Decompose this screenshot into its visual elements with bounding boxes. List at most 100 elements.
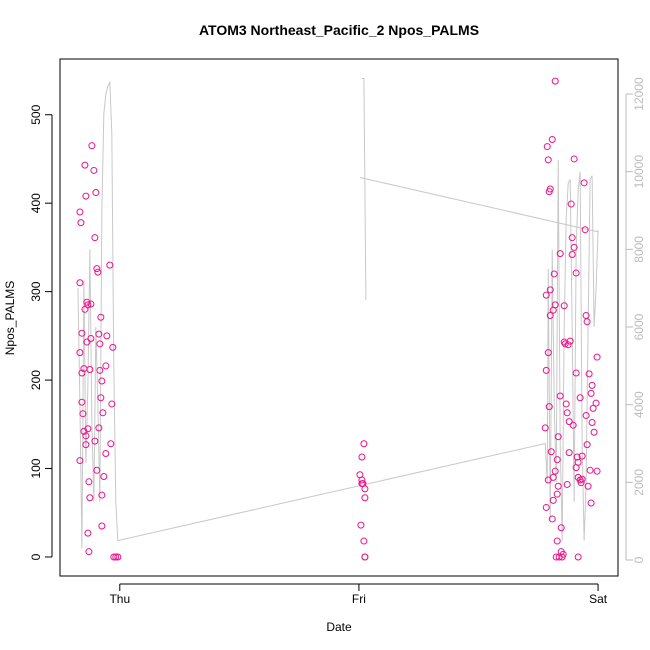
point	[90, 166, 98, 174]
point	[574, 458, 582, 466]
point	[583, 318, 591, 326]
point	[559, 550, 567, 558]
point	[86, 365, 94, 373]
point	[556, 392, 564, 400]
point	[587, 499, 595, 507]
point	[554, 482, 562, 490]
point	[553, 490, 561, 498]
point	[542, 503, 550, 511]
point	[560, 302, 568, 310]
point	[114, 553, 122, 561]
point	[85, 548, 93, 556]
point	[87, 300, 95, 308]
point	[98, 377, 106, 385]
point	[589, 404, 597, 412]
point	[566, 337, 574, 345]
point	[79, 410, 87, 418]
point	[551, 77, 559, 85]
point	[542, 366, 550, 374]
point	[84, 529, 92, 537]
y-tick-label: 300	[29, 281, 43, 301]
point	[548, 135, 556, 143]
point	[586, 466, 594, 474]
point	[541, 424, 549, 432]
point	[361, 553, 369, 561]
point	[93, 265, 101, 273]
point	[584, 482, 592, 490]
x-tick-label: Thu	[109, 592, 130, 606]
y-tick-label: 400	[29, 193, 43, 213]
point	[358, 476, 366, 484]
point	[542, 291, 550, 299]
point	[554, 433, 562, 441]
point	[84, 425, 92, 433]
point	[100, 472, 108, 480]
point	[588, 381, 596, 389]
point	[96, 340, 104, 348]
point	[102, 449, 110, 457]
point	[85, 478, 93, 486]
y2-tick-label: 0	[632, 556, 646, 563]
point	[583, 441, 591, 449]
point	[106, 261, 114, 269]
y2-tick-label: 8000	[632, 236, 646, 263]
point	[544, 156, 552, 164]
point	[544, 349, 552, 357]
point	[94, 268, 102, 276]
point	[360, 440, 368, 448]
point	[553, 537, 561, 545]
point	[557, 524, 565, 532]
point	[593, 353, 601, 361]
point	[358, 480, 366, 488]
y2-tick-label: 12000	[632, 77, 646, 111]
point	[95, 424, 103, 432]
point	[108, 400, 116, 408]
point	[99, 409, 107, 417]
point	[551, 467, 559, 475]
point	[570, 155, 578, 163]
point	[87, 335, 95, 343]
point	[581, 226, 589, 234]
point	[569, 421, 577, 429]
point	[556, 250, 564, 258]
point	[592, 399, 600, 407]
y2-tick-label: 6000	[632, 313, 646, 340]
point	[82, 441, 90, 449]
point	[112, 553, 120, 561]
point	[548, 515, 556, 523]
point	[88, 142, 96, 150]
y-tick-label: 200	[29, 370, 43, 390]
point	[358, 453, 366, 461]
point	[545, 403, 553, 411]
plot-frame	[59, 58, 619, 577]
point	[572, 369, 580, 377]
point	[361, 494, 369, 502]
point	[95, 330, 103, 338]
point	[563, 480, 571, 488]
point	[553, 456, 561, 464]
point	[582, 411, 590, 419]
point	[97, 394, 105, 402]
point	[565, 418, 573, 426]
point	[76, 279, 84, 287]
point	[91, 234, 99, 242]
y2-tick-label: 10000	[632, 155, 646, 189]
point	[93, 466, 101, 474]
point	[81, 161, 89, 169]
point	[593, 467, 601, 475]
point	[577, 479, 585, 487]
chart-title: ATOM3 Northeast_Pacific_2 Npos_PALMS	[199, 22, 479, 38]
x-tick-label: Fri	[352, 592, 366, 606]
point	[572, 269, 580, 277]
point	[84, 301, 92, 309]
x-tick-label: Sat	[589, 592, 608, 606]
point	[576, 394, 584, 402]
point	[574, 553, 582, 561]
point	[562, 400, 570, 408]
y-tick-label: 500	[29, 104, 43, 124]
point	[551, 301, 559, 309]
point	[82, 432, 90, 440]
x-axis-title: Date	[326, 620, 352, 634]
